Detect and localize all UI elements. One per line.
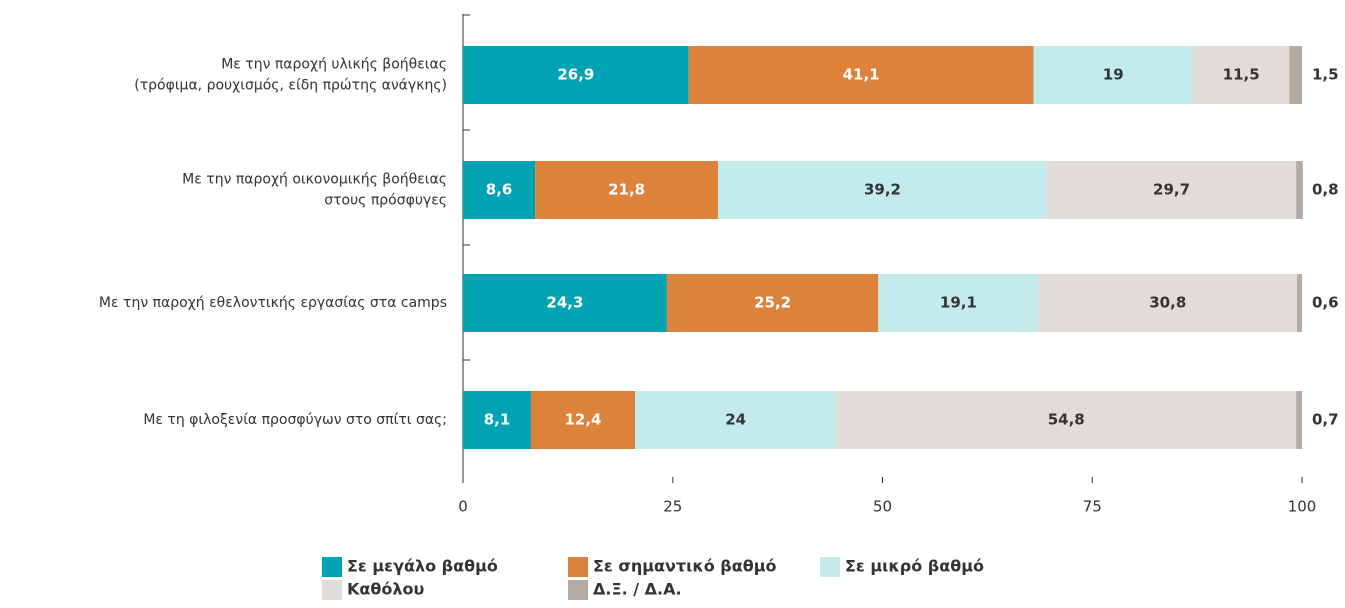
legend-swatch (820, 557, 840, 577)
x-tick-label: 25 (663, 498, 682, 516)
bar-segment (688, 46, 1034, 104)
bar-segment (463, 391, 531, 449)
value-label: 1,5 (1312, 66, 1339, 84)
bar-segment (535, 161, 719, 219)
value-label: 0,7 (1312, 411, 1339, 429)
bar-segment (1192, 46, 1290, 104)
category-label: Με την παροχή εθελοντικής εργασίας στα c… (99, 295, 447, 311)
legend-label: Σε σημαντικό βαθμό (593, 557, 777, 576)
bar-segment (836, 391, 1297, 449)
category-label: Με τη φιλοξενία προσφύγων στο σπίτι σας; (143, 412, 447, 428)
bar-segment (1296, 274, 1302, 332)
value-label: 41,1 (843, 66, 880, 84)
value-label: 0,6 (1312, 294, 1339, 312)
legend-swatch (322, 557, 342, 577)
value-label: 29,7 (1153, 181, 1190, 199)
value-label: 24,3 (546, 294, 583, 312)
x-tick-label: 75 (1083, 498, 1102, 516)
bar-segment (463, 161, 536, 219)
value-label: 24 (725, 411, 746, 429)
bar-segment (878, 274, 1039, 332)
value-label: 25,2 (754, 294, 791, 312)
x-tick-label: 0 (458, 498, 468, 516)
bar-segment (634, 391, 837, 449)
legend-label: Δ.Ξ. / Δ.Α. (593, 580, 682, 599)
legend-label: Σε μικρό βαθμό (845, 557, 984, 576)
bar-segment (463, 274, 667, 332)
bar-segment (1289, 46, 1302, 104)
legend-swatch (568, 580, 588, 600)
category-label: Με την παροχή υλικής βοήθειας (τρόφιμα, ρ… (134, 57, 447, 94)
x-tick-label: 50 (873, 498, 892, 516)
x-tick-label: 100 (1288, 498, 1317, 516)
legend-label: Σε μεγάλο βαθμό (347, 557, 498, 576)
value-label: 8,1 (484, 411, 511, 429)
bar-segment (666, 274, 879, 332)
value-label: 19,1 (940, 294, 977, 312)
legend-swatch (322, 580, 342, 600)
value-label: 54,8 (1048, 411, 1085, 429)
value-label: 21,8 (608, 181, 645, 199)
bar-segment (1046, 161, 1297, 219)
bar-segment (1296, 391, 1302, 449)
bar-segment (1033, 46, 1193, 104)
value-label: 19 (1103, 66, 1124, 84)
bar-segment (718, 161, 1047, 219)
legend-label: Καθόλου (347, 580, 424, 599)
bar-segment (1296, 161, 1303, 219)
value-label: 0,8 (1312, 181, 1339, 199)
category-label: Με την παροχή οικονομικής βοήθειας στους … (182, 172, 447, 209)
value-label: 11,5 (1223, 66, 1260, 84)
value-label: 8,6 (486, 181, 513, 199)
value-label: 12,4 (564, 411, 601, 429)
bar-segment (463, 46, 689, 104)
value-label: 39,2 (864, 181, 901, 199)
legend-swatch (568, 557, 588, 577)
bar-segment (1038, 274, 1297, 332)
value-label: 30,8 (1149, 294, 1186, 312)
value-label: 26,9 (557, 66, 594, 84)
bar-segment (530, 391, 635, 449)
